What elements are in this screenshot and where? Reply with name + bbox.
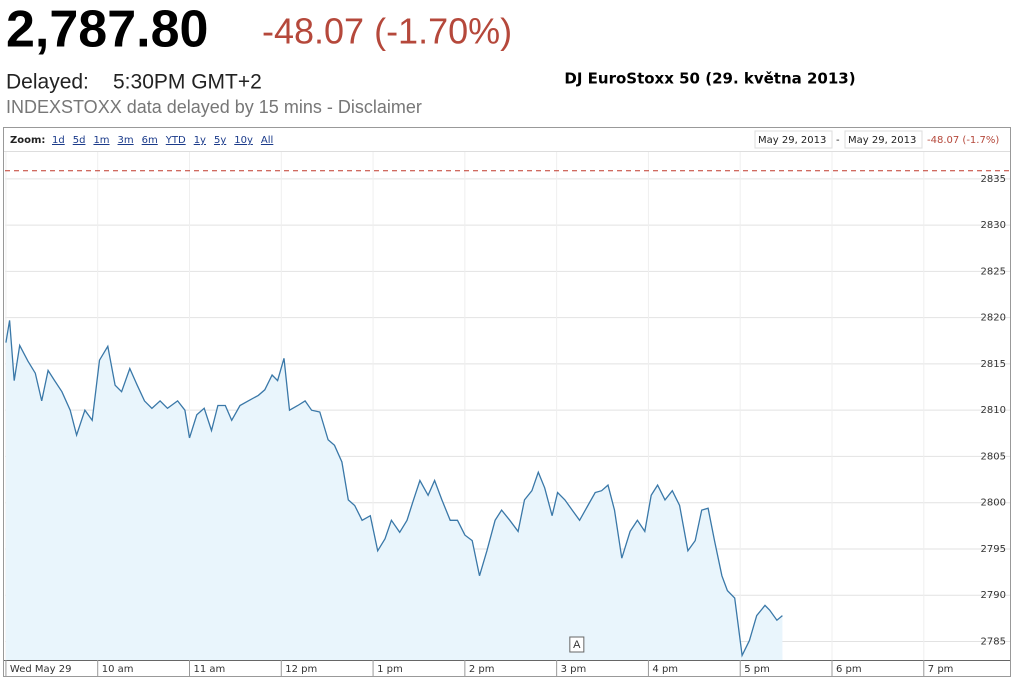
y-tick-label: 2790 [981, 590, 1006, 601]
zoom-label: Zoom: [10, 135, 45, 146]
range-start[interactable]: May 29, 2013 [758, 135, 826, 146]
delayed-time: 5:30PM GMT+2 [113, 71, 262, 94]
zoom-option[interactable]: 5y [214, 135, 226, 146]
area [5, 320, 783, 660]
y-tick-label: 2825 [981, 266, 1006, 277]
zoom-option[interactable]: 10y [234, 135, 253, 146]
range-separator: - [836, 135, 840, 146]
range-box[interactable] [754, 130, 833, 149]
y-tick-label: 2805 [981, 451, 1006, 462]
annotation-flag[interactable] [569, 636, 585, 653]
zoom-option[interactable]: 6m [142, 135, 158, 146]
range-end[interactable]: May 29, 2013 [848, 135, 916, 146]
zoom-option[interactable]: 5d [73, 135, 86, 146]
annotation-label[interactable]: A [573, 639, 581, 651]
x-tick-label: 11 am [193, 664, 225, 675]
zoom-option[interactable]: All [261, 135, 273, 146]
x-tick-label: 1 pm [377, 664, 403, 675]
zoom-option[interactable]: 1m [93, 135, 109, 146]
zoom-option[interactable]: 1y [194, 135, 206, 146]
range-box[interactable] [844, 130, 923, 149]
range-change: -48.07 (-1.7%) [927, 135, 999, 146]
y-tick-label: 2810 [981, 405, 1006, 416]
x-tick-label: 7 pm [928, 664, 954, 675]
x-tick-label: 3 pm [561, 664, 587, 675]
x-axis-band [4, 660, 1010, 676]
y-tick-label: 2820 [981, 313, 1006, 324]
y-tick-label: 2830 [981, 220, 1006, 231]
y-tick-label: 2835 [981, 174, 1006, 185]
price: 2,787.80 [6, 1, 208, 59]
line [5, 320, 783, 658]
disclaimer: INDEXSTOXX data delayed by 15 mins - Dis… [6, 97, 422, 117]
zoom-option[interactable]: 3m [118, 135, 134, 146]
delayed-label: Delayed: [6, 71, 89, 94]
chart-title: DJ EuroStoxx 50 (29. května 2013) [564, 70, 855, 88]
y-tick-label: 2795 [981, 544, 1006, 555]
x-tick-label: 2 pm [469, 664, 495, 675]
x-tick-label: 4 pm [652, 664, 678, 675]
x-tick-label: Wed May 29 [10, 664, 72, 675]
x-tick-label: 6 pm [836, 664, 862, 675]
zoom-option[interactable]: YTD [165, 135, 186, 146]
x-tick-label: 12 pm [285, 664, 317, 675]
x-tick-label: 10 am [102, 664, 134, 675]
zoom-option[interactable]: 1d [52, 135, 65, 146]
price-change: -48.07 (-1.70%) [262, 11, 512, 52]
y-tick-label: 2815 [981, 359, 1006, 370]
y-tick-label: 2800 [981, 498, 1006, 509]
x-tick-label: 5 pm [744, 664, 770, 675]
y-tick-label: 2785 [981, 636, 1006, 647]
